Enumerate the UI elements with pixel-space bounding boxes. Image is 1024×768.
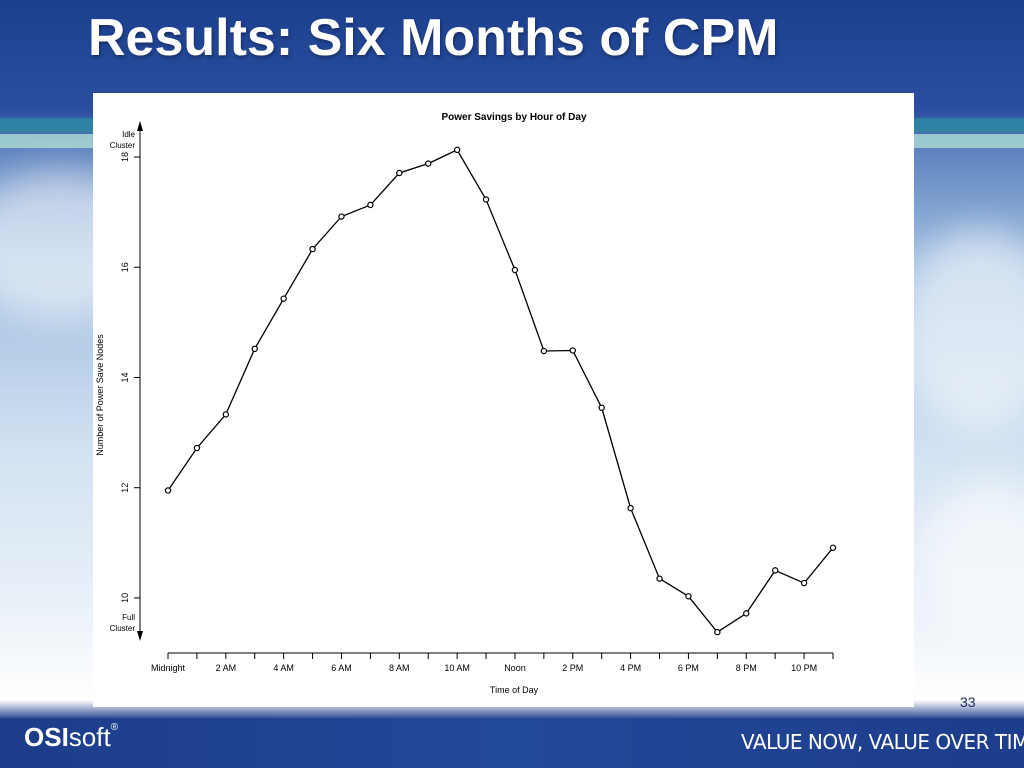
data-point [714, 628, 721, 636]
x-tick-label: Midnight [151, 663, 186, 673]
data-point [425, 160, 432, 167]
logo-bold-text: OSI [24, 722, 69, 752]
line-chart: Power Savings by Hour of Day Time of Day… [95, 112, 837, 695]
data-point [309, 245, 316, 253]
x-tick-label: 2 AM [216, 663, 237, 673]
data-point [540, 347, 548, 355]
data-point [800, 579, 808, 587]
x-tick-label: 4 PM [620, 663, 641, 673]
y-axis-arrow-up [137, 121, 143, 131]
logo-registered-mark: ® [110, 722, 119, 733]
cloud-decoration [900, 230, 1024, 430]
y-axis-label: Number of Power Save Nodes [95, 334, 105, 456]
idle-cluster-label: Cluster [110, 141, 136, 150]
axes: 10 12 14 16 18 Idle Cluster Full Cluster Midnight… [110, 121, 834, 673]
cloud-decoration [920, 480, 1024, 640]
y-tick-label: 16 [120, 262, 130, 272]
data-point [193, 444, 201, 452]
x-tick-label: 8 PM [736, 663, 757, 673]
data-point [685, 593, 692, 600]
logo-light-text: soft [68, 722, 111, 752]
y-tick-label: 18 [120, 152, 130, 162]
data-point [367, 201, 374, 209]
y-axis-arrow-down [137, 631, 143, 641]
x-tick-label: 4 AM [273, 663, 294, 673]
series-polyline [167, 149, 834, 633]
osisoft-logo: OSIsoft® [24, 722, 118, 753]
data-point [598, 404, 605, 411]
full-cluster-label: Cluster [110, 624, 136, 633]
data-point [222, 411, 230, 418]
data-point [280, 295, 287, 302]
data-point [251, 345, 258, 353]
idle-cluster-label: Idle [122, 130, 135, 139]
x-tick-label: 6 PM [678, 663, 699, 673]
chart-title: Power Savings by Hour of Day [441, 112, 586, 123]
x-tick-label: 2 PM [562, 663, 583, 673]
x-tick-label: 6 AM [331, 663, 352, 673]
x-axis-label: Time of Day [490, 685, 539, 695]
x-tick-label: Noon [504, 663, 526, 673]
series-line [164, 146, 837, 636]
slide-number: 33 [960, 694, 976, 710]
footer-bar [0, 718, 1024, 768]
tagline: VALUE NOW, VALUE OVER TIME [741, 730, 1024, 754]
data-point [453, 146, 461, 154]
x-tick-label: 8 AM [389, 663, 410, 673]
data-point [338, 213, 345, 220]
data-point [569, 347, 576, 354]
data-point [511, 266, 519, 274]
data-point [396, 169, 403, 177]
data-point [164, 487, 172, 494]
y-tick-label: 12 [120, 483, 130, 493]
data-point [771, 567, 779, 574]
slide-title: Results: Six Months of CPM [88, 9, 779, 67]
chart-panel: Power Savings by Hour of Day Time of Day… [93, 93, 914, 707]
data-point [743, 610, 750, 617]
data-point [829, 544, 837, 551]
data-point [627, 504, 634, 512]
full-cluster-label: Full [122, 613, 135, 622]
data-point [482, 196, 490, 203]
data-point [656, 575, 663, 582]
x-tick-label: 10 AM [444, 663, 470, 673]
y-tick-label: 14 [120, 372, 130, 382]
y-tick-label: 10 [120, 593, 130, 603]
x-tick-label: 10 PM [791, 663, 817, 673]
